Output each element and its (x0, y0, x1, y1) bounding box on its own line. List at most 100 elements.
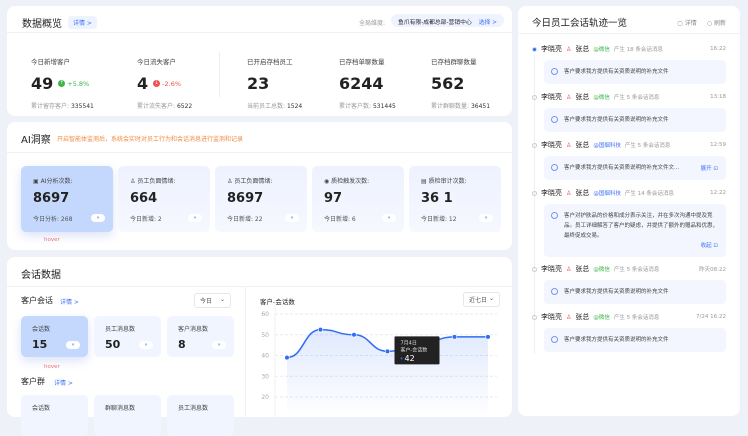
robot-icon: ▣ (33, 178, 39, 185)
ai-card-sub: 今日新增: 12 (421, 216, 457, 223)
more-button[interactable]: » (139, 341, 153, 349)
stat-item: 已开启存档员工 23 当前员工总数: 1524 (247, 56, 302, 110)
ai-insight-card: AI洞察 开启智能体监测后，系统会实时对员工行为和会话消息进行监测和记录 ▣ A… (7, 122, 512, 250)
timeline-time: 13:18 (710, 94, 726, 100)
y-tick-label: 60 (261, 311, 269, 318)
ai-card-sub: 今日分析: 268 (33, 216, 73, 223)
tooltip-date: 7月4日 (401, 340, 417, 346)
more-button[interactable]: » (91, 214, 105, 222)
ai-card[interactable]: ◉ 质检触发次数: 97 今日新增: 6 » (312, 166, 404, 232)
data-point (317, 326, 324, 333)
group-stat-label: 群聊消息数 (105, 405, 136, 412)
session-summary: 客户要求我方提供有关资质说明的补充文件 (564, 69, 669, 75)
timeline-time: 昨天08:22 (699, 267, 726, 273)
area-fill (287, 329, 488, 417)
timeline-item[interactable]: 李晓亮 ♙ 张总 @微信 产生 5 条会话消息 昨天08:22 客户要求我方提供有关资质说明… (532, 264, 726, 304)
more-button[interactable]: » (479, 214, 493, 222)
more-button[interactable]: » (66, 341, 80, 349)
chart-title: 客户-会话数 (260, 298, 295, 306)
ai-card-label: AI分析次数: (40, 178, 73, 185)
ai-card[interactable]: ♙ 员工负面情绪: 664 今日新增: 2 » (118, 166, 210, 232)
expand-icon: ⊡ (713, 166, 718, 172)
timeline-time: 12:59 (710, 142, 726, 148)
toggle-label: 展开 (700, 166, 712, 172)
ai-card-label: 质检审计次数: (428, 178, 467, 185)
source-tag: @微信 (593, 47, 610, 53)
timeline-item[interactable]: 李晓亮 ♙ 张总 @国烟科技 产生 14 条会话消息 12:22 客户对护肤品的价格和成分表… (532, 188, 726, 257)
ai-card[interactable]: ▣ AI分析次数: 8697 今日分析: 268 » (21, 166, 113, 232)
y-tick-label: 20 (261, 394, 269, 401)
customer-name: 张总 (575, 265, 590, 273)
timeline-dot (532, 190, 537, 196)
stat-label: 已存档单聊数量 (339, 58, 385, 66)
session-stat-label: 员工消息数 (105, 326, 136, 333)
timeline-item[interactable]: 李晓亮 ♙ 张总 @微信 产生 5 条会话消息 13:18 客户要求我方提供有关资质说明的补… (532, 92, 726, 132)
timeline-item[interactable]: 李晓亮 ♙ 张总 @微信 产生 18 条会话消息 16:22 客户要求我方提供有关资质说明的… (532, 44, 726, 84)
tooltip (394, 336, 440, 365)
arrow-down-icon: ↓ (153, 80, 161, 87)
change-indicator: ↑ +5.8% (58, 80, 89, 88)
scope-selector[interactable]: 鱼爪有限-成都总部-营销中心 选择 > (391, 14, 504, 27)
detail-icon: ▢ (677, 20, 683, 27)
session-stat-card[interactable]: 员工消息数 50 » (94, 316, 161, 357)
customer-name: 张总 (575, 313, 590, 321)
user-icon: ♙ (227, 178, 233, 185)
message-count: 产生 5 条会话消息 (613, 315, 660, 321)
shield-icon: ◉ (324, 178, 330, 185)
ai-title: AI洞察 (21, 135, 51, 146)
ai-card-sub: 今日新增: 22 (227, 216, 263, 223)
timeline-dot (532, 46, 537, 52)
more-button[interactable]: » (212, 341, 226, 349)
ai-card-label: 员工负面情绪: (137, 178, 176, 185)
more-button[interactable]: » (285, 214, 299, 222)
more-button[interactable]: » (188, 214, 202, 222)
toggle-button[interactable]: 收起 ⊡ (701, 241, 718, 251)
more-button[interactable]: » (382, 214, 396, 222)
message-count: 产生 5 条会话消息 (613, 267, 660, 273)
overview-detail-link[interactable]: 详情 > (68, 16, 97, 29)
session-stat-card[interactable]: 会话数 15 » (21, 316, 88, 357)
session-stat-label: 会话数 (32, 326, 51, 333)
employee-name: 李晓亮 (541, 189, 562, 197)
employee-name: 李晓亮 (541, 93, 562, 101)
timeline-time: 12:22 (710, 190, 726, 196)
stat-item: 今日流失客户 4 ↓ -2.6% 累计流失客户: 6522 (137, 56, 192, 110)
session-summary: 客户要求我方提供有关资质说明的补充文件 (564, 289, 669, 295)
employee-name: 李晓亮 (541, 45, 562, 53)
ai-card-sub: 今日新增: 6 (324, 216, 356, 223)
scope-select-button[interactable]: 选择 > (478, 20, 497, 26)
period-select[interactable]: 今日 ⌄ (194, 293, 231, 308)
ai-card-label: 员工负面情绪: (234, 178, 273, 185)
timeline-dot (532, 142, 537, 148)
timeline-item[interactable]: 李晓亮 ♙ 张总 @微信 产生 5 条会话消息 7/24 16:22 客户要求我方提供有关资… (532, 312, 726, 352)
customer-session-title: 客户会话 (21, 296, 53, 305)
ai-card[interactable]: ▤ 质检审计次数: 36 1 今日新增: 12 » (409, 166, 501, 232)
stat-item: 已存档群聊数量 562 累计群聊数量: 36451 (431, 56, 490, 110)
person-icon: ♙ (566, 141, 572, 149)
customer-session-detail-link[interactable]: 详情 > (60, 299, 79, 306)
y-tick-label: 30 (261, 373, 269, 380)
user-icon: ♙ (130, 178, 136, 185)
stat-sub-label: 累计客户数: (339, 103, 372, 110)
group-stat-card[interactable]: 会话数 (21, 395, 88, 436)
detail-button[interactable]: ▢ 详情 (677, 18, 697, 27)
stat-label: 今日新增客户 (31, 58, 70, 66)
session-summary: 客户要求我方提供有关资质说明的补充文件 (564, 337, 669, 343)
session-stat-card[interactable]: 客户消息数 8 » (167, 316, 234, 357)
stat-value: 562 (431, 74, 465, 93)
refresh-button[interactable]: ○ 刷新 (707, 18, 726, 27)
group-stat-card[interactable]: 群聊消息数 (94, 395, 161, 436)
scope-label: 全局维度: (359, 20, 386, 27)
stat-label: 今日流失客户 (137, 58, 176, 66)
group-stat-card[interactable]: 员工消息数 (167, 395, 234, 436)
timeline-item[interactable]: 李晓亮 ♙ 张总 @国烟科技 产生 5 条会话消息 12:59 客户要求我方提供有关资质说明… (532, 140, 726, 180)
stat-item: 已存档单聊数量 6244 累计客户数: 531445 (339, 56, 396, 110)
chevron-down-icon: ⌄ (488, 295, 494, 302)
chart-period-select[interactable]: 近七日 ⌄ (463, 292, 500, 307)
session-summary: 客户要求我方提供有关资质说明的补充文件文... (564, 165, 680, 171)
person-icon: ♙ (566, 189, 572, 197)
ai-card[interactable]: ♙ 员工负面情绪: 8697 今日新增: 22 » (215, 166, 307, 232)
change-value: -2.6% (162, 79, 181, 88)
toggle-button[interactable]: 展开 ⊡ (701, 164, 718, 174)
group-detail-link[interactable]: 详情 > (54, 380, 73, 387)
